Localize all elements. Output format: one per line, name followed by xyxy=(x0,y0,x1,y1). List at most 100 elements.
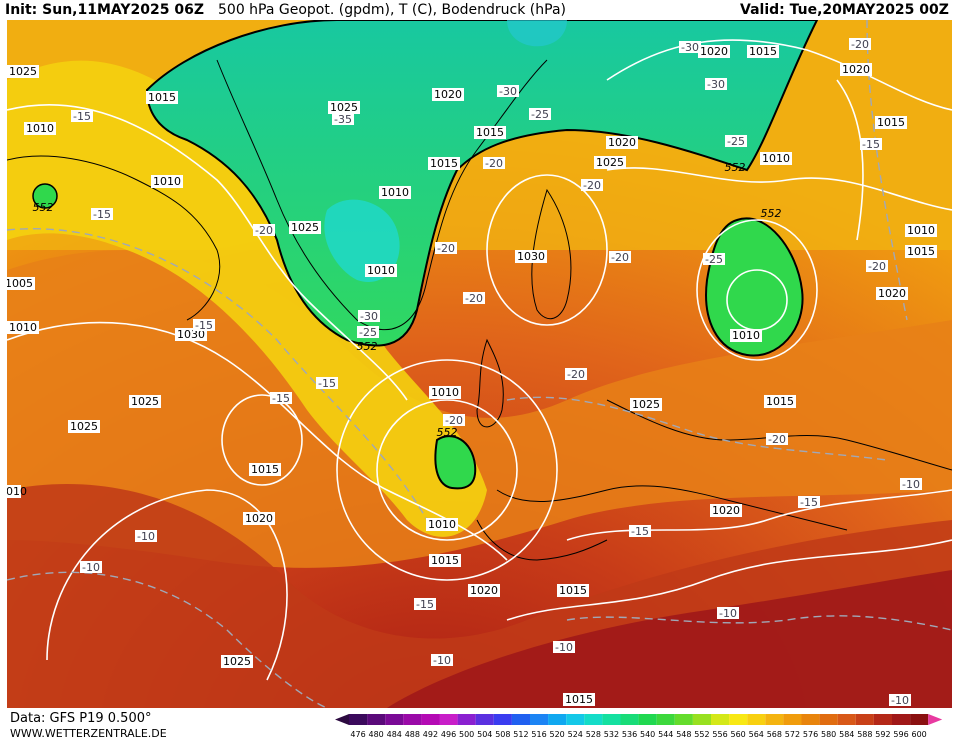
scale-label: 544 xyxy=(658,730,673,739)
scale-swatch xyxy=(765,714,784,725)
scale-swatch xyxy=(692,714,711,725)
temp-label: -25 xyxy=(725,135,747,148)
label-552: 552 xyxy=(761,207,782,220)
svg-text:-30: -30 xyxy=(360,310,378,323)
scale-label: 492 xyxy=(423,730,438,739)
svg-text:1015: 1015 xyxy=(430,157,458,170)
pressure-label: 1005 xyxy=(7,277,35,290)
svg-text:1015: 1015 xyxy=(476,126,504,139)
temp-label: -10 xyxy=(889,694,911,707)
scale-label: 548 xyxy=(676,730,691,739)
svg-text:1015: 1015 xyxy=(431,554,459,567)
cold-core-cyan-north xyxy=(507,20,567,47)
temp-label: -20 xyxy=(253,224,275,237)
svg-text:-20: -20 xyxy=(611,251,629,264)
pressure-label: 1010 xyxy=(429,386,461,399)
temp-label: -30 xyxy=(358,310,380,323)
svg-text:-20: -20 xyxy=(567,368,585,381)
scale-swatch xyxy=(747,714,766,725)
scale-swatch xyxy=(421,714,440,725)
svg-text:1010: 1010 xyxy=(431,386,459,399)
scale-label: 528 xyxy=(586,730,601,739)
temperature-labels: -15 -15 -20 -15 -15 -15 -10 -10 -20 -25 … xyxy=(71,38,922,707)
svg-text:-30: -30 xyxy=(499,85,517,98)
svg-text:1020: 1020 xyxy=(434,88,462,101)
svg-text:1015: 1015 xyxy=(251,463,279,476)
pressure-label: 1020 xyxy=(698,45,730,58)
scale-label: 584 xyxy=(839,730,854,739)
svg-text:1010: 1010 xyxy=(7,485,27,498)
scale-label: 596 xyxy=(893,730,908,739)
map-footer: Data: GFS P19 0.500° WWW.WETTERZENTRALE.… xyxy=(0,708,959,741)
cold-low-iberia xyxy=(434,435,477,490)
temp-label: -25 xyxy=(357,326,379,339)
temp-label: -10 xyxy=(717,607,739,620)
pressure-label: 1025 xyxy=(328,101,360,114)
scale-swatch xyxy=(783,714,802,725)
pressure-label: 1015 xyxy=(146,91,178,104)
scale-swatch xyxy=(620,714,639,725)
svg-text:1010: 1010 xyxy=(381,186,409,199)
scale-label: 560 xyxy=(731,730,746,739)
svg-text:-15: -15 xyxy=(862,138,880,151)
temp-label: -20 xyxy=(565,368,587,381)
svg-text:1015: 1015 xyxy=(749,45,777,58)
scale-swatch xyxy=(910,714,929,725)
svg-text:-20: -20 xyxy=(445,414,463,427)
scale-label: 576 xyxy=(803,730,818,739)
temp-label: -20 xyxy=(866,260,888,273)
svg-text:-10: -10 xyxy=(555,641,573,654)
temp-label: -15 xyxy=(860,138,882,151)
svg-text:1015: 1015 xyxy=(559,584,587,597)
svg-text:-25: -25 xyxy=(531,108,549,121)
scale-swatch xyxy=(638,714,657,725)
scale-swatch xyxy=(511,714,530,725)
temp-label: -25 xyxy=(703,253,725,266)
svg-text:-20: -20 xyxy=(255,224,273,237)
pressure-label: 1015 xyxy=(249,463,281,476)
temp-label: -10 xyxy=(431,654,453,667)
temp-label: -15 xyxy=(316,377,338,390)
svg-text:1010: 1010 xyxy=(732,329,760,342)
svg-text:-15: -15 xyxy=(800,496,818,509)
pressure-label: 1025 xyxy=(7,65,39,78)
data-source-label: Data: GFS P19 0.500° xyxy=(10,711,152,726)
pressure-label: 1025 xyxy=(289,221,321,234)
svg-text:1025: 1025 xyxy=(223,655,251,668)
svg-text:1030: 1030 xyxy=(517,250,545,263)
svg-text:-15: -15 xyxy=(416,598,434,611)
scale-label: 496 xyxy=(441,730,456,739)
scale-swatch xyxy=(819,714,838,725)
temp-label: -20 xyxy=(463,292,485,305)
svg-text:-20: -20 xyxy=(485,157,503,170)
temp-label: -25 xyxy=(529,108,551,121)
map-header: Init: Sun,11MAY2025 06Z 500 hPa Geopot. … xyxy=(0,0,959,20)
scale-label: 488 xyxy=(405,730,420,739)
scale-label: 476 xyxy=(350,730,365,739)
pressure-label: 1010 xyxy=(365,264,397,277)
scale-swatch xyxy=(530,714,549,725)
scale-label: 524 xyxy=(568,730,583,739)
pressure-label: 1025 xyxy=(630,398,662,411)
temp-label: -20 xyxy=(609,251,631,264)
pressure-label: 1020 xyxy=(840,63,872,76)
svg-text:1020: 1020 xyxy=(245,512,273,525)
scale-label: 564 xyxy=(749,730,764,739)
svg-text:1020: 1020 xyxy=(608,136,636,149)
svg-text:1015: 1015 xyxy=(907,245,935,258)
svg-text:-35: -35 xyxy=(334,113,352,126)
cold-core-cyan xyxy=(324,199,400,282)
cold-low-west xyxy=(32,183,58,209)
cold-trough-greenland xyxy=(145,20,819,347)
temp-label: -30 xyxy=(497,85,519,98)
scale-label: 588 xyxy=(857,730,872,739)
temp-label: -10 xyxy=(553,641,575,654)
pressure-label: 1030 xyxy=(175,328,207,341)
temp-label: -10 xyxy=(135,530,157,543)
svg-text:1020: 1020 xyxy=(712,504,740,517)
pressure-label: 1015 xyxy=(875,116,907,129)
scale-label: 600 xyxy=(912,730,927,739)
pressure-label: 1015 xyxy=(905,245,937,258)
temp-label: -15 xyxy=(71,110,93,123)
scale-label: 508 xyxy=(495,730,510,739)
